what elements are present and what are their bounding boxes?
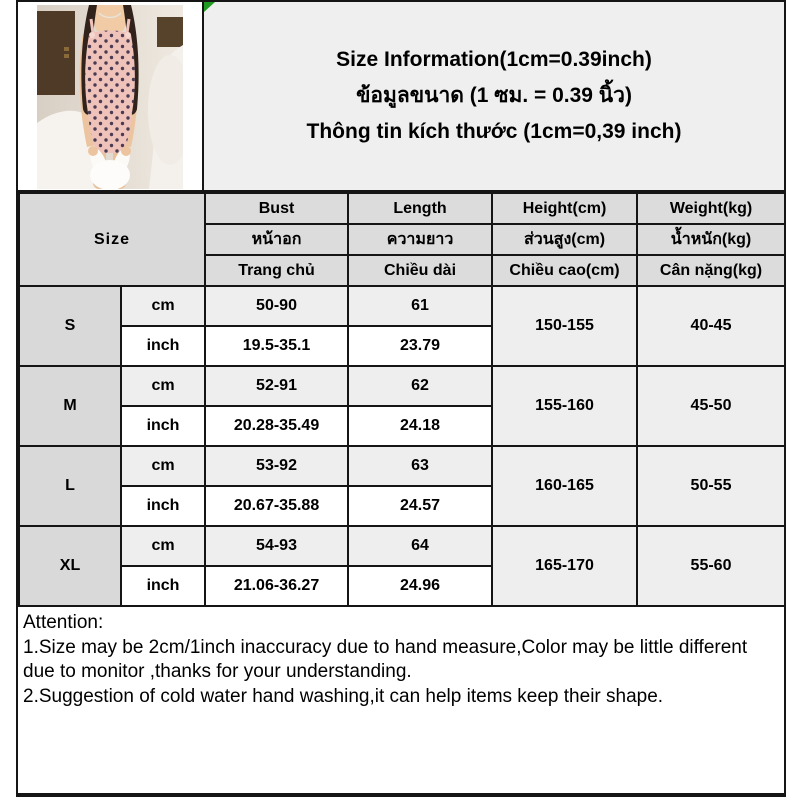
polka-dot-dress	[85, 18, 135, 153]
size-label-l: L	[18, 445, 122, 527]
cell-xl-bust-cm: 54-93	[204, 525, 350, 567]
unit-label-inch: inch	[119, 405, 207, 447]
cell-xl-bust-inch: 21.06-36.27	[204, 565, 350, 607]
headboard	[157, 17, 183, 47]
row-l-cm: L cm 53-92 63 160-165 50-55	[18, 445, 787, 527]
white-bedding	[37, 45, 183, 189]
model-figure	[79, 5, 139, 189]
attention-note-2: 2.Suggestion of cold water hand washing,…	[23, 685, 664, 707]
unit-label-inch: inch	[119, 325, 207, 367]
top-section: Size Information(1cm=0.39inch) ข้อมูลขนา…	[18, 2, 784, 192]
cell-s-length-inch: 23.79	[347, 325, 494, 367]
cell-m-weight: 45-50	[636, 365, 787, 447]
row-s-cm: S cm 50-90 61 150-155 40-45	[18, 285, 787, 367]
row-l-inch: inch 20.67-35.88 24.57	[19, 485, 785, 527]
cell-s-length-cm: 61	[347, 285, 494, 327]
size-label-s: S	[18, 285, 122, 367]
unit-label-inch: inch	[119, 485, 207, 527]
cell-xl-height: 165-170	[491, 525, 639, 607]
header-row-vietnamese: Trang chủ Chiều dài Chiều cao(cm) Cân nặ…	[19, 254, 787, 287]
cell-m-height: 155-160	[491, 365, 639, 447]
row-m-cm: M cm 52-91 62 155-160 45-50	[18, 365, 787, 447]
col-header-length-en: Length	[347, 192, 494, 225]
cell-xl-length-inch: 24.96	[347, 565, 494, 607]
unit-label-cm: cm	[119, 365, 207, 407]
col-header-height-th: ส่วนสูง(cm)	[491, 223, 639, 256]
col-header-bust-vi: Trang chủ	[204, 254, 350, 287]
cell-xl-weight: 55-60	[636, 525, 787, 607]
cell-m-bust-inch: 20.28-35.49	[204, 405, 350, 447]
attention-section: Attention: 1.Size may be 2cm/1inch inacc…	[18, 607, 784, 793]
col-header-height-vi: Chiều cao(cm)	[491, 254, 639, 287]
cell-s-height: 150-155	[491, 285, 639, 367]
attention-note-1: 1.Size may be 2cm/1inch inaccuracy due t…	[23, 636, 748, 683]
title-vietnamese: Thông tin kích thước (1cm=0,39 inch)	[306, 119, 682, 143]
col-header-weight-vi: Cân nặng(kg)	[636, 254, 787, 287]
wardrobe-door	[37, 11, 75, 95]
col-header-bust-th: หน้าอก	[204, 223, 350, 256]
col-header-weight-en: Weight(kg)	[636, 192, 787, 225]
row-m-inch: inch 20.28-35.49 24.18	[19, 405, 785, 447]
product-photo-container	[18, 2, 202, 190]
attention-heading: Attention:	[23, 612, 104, 633]
col-header-height-en: Height(cm)	[491, 192, 639, 225]
row-s-inch: inch 19.5-35.1 23.79	[19, 325, 785, 367]
cell-l-height: 160-165	[491, 445, 639, 527]
cell-xl-length-cm: 64	[347, 525, 494, 567]
header-row-english: Size Bust Length Height(cm) Weight(kg)	[17, 192, 787, 287]
product-photo	[37, 5, 183, 189]
cell-l-bust-inch: 20.67-35.88	[204, 485, 350, 527]
cell-m-bust-cm: 52-91	[204, 365, 350, 407]
cell-l-weight: 50-55	[636, 445, 787, 527]
cell-s-weight: 40-45	[636, 285, 787, 367]
cell-l-bust-cm: 53-92	[204, 445, 350, 487]
unit-label-cm: cm	[119, 285, 207, 327]
row-xl-inch: inch 21.06-36.27 24.96	[19, 565, 785, 607]
size-label-xl: XL	[18, 525, 122, 607]
size-label-m: M	[18, 365, 122, 447]
cell-s-bust-inch: 19.5-35.1	[204, 325, 350, 367]
title-panel: Size Information(1cm=0.39inch) ข้อมูลขนา…	[202, 2, 784, 190]
header-row-thai: หน้าอก ความยาว ส่วนสูง(cm) น้ำหนัก(kg)	[19, 223, 787, 256]
cell-m-length-cm: 62	[347, 365, 494, 407]
col-header-length-vi: Chiều dài	[347, 254, 494, 287]
size-chart-table: Size Bust Length Height(cm) Weight(kg) ห…	[17, 192, 787, 607]
unit-label-cm: cm	[119, 445, 207, 487]
unit-label-inch: inch	[119, 565, 207, 607]
col-header-weight-th: น้ำหนัก(kg)	[636, 223, 787, 256]
row-xl-cm: XL cm 54-93 64 165-170 55-60	[18, 525, 787, 607]
col-header-bust-en: Bust	[204, 192, 350, 225]
green-triangle-marker-icon	[204, 2, 215, 12]
cell-l-length-cm: 63	[347, 445, 494, 487]
cell-l-length-inch: 24.57	[347, 485, 494, 527]
cell-s-bust-cm: 50-90	[204, 285, 350, 327]
col-header-length-th: ความยาว	[347, 223, 494, 256]
content-frame: Size Information(1cm=0.39inch) ข้อมูลขนา…	[16, 0, 787, 797]
title-english: Size Information(1cm=0.39inch)	[336, 48, 652, 72]
cell-m-length-inch: 24.18	[347, 405, 494, 447]
unit-label-cm: cm	[119, 525, 207, 567]
corner-header-size: Size	[17, 192, 207, 287]
title-thai: ข้อมูลขนาด (1 ซม. = 0.39 นิ้ว)	[356, 84, 632, 108]
